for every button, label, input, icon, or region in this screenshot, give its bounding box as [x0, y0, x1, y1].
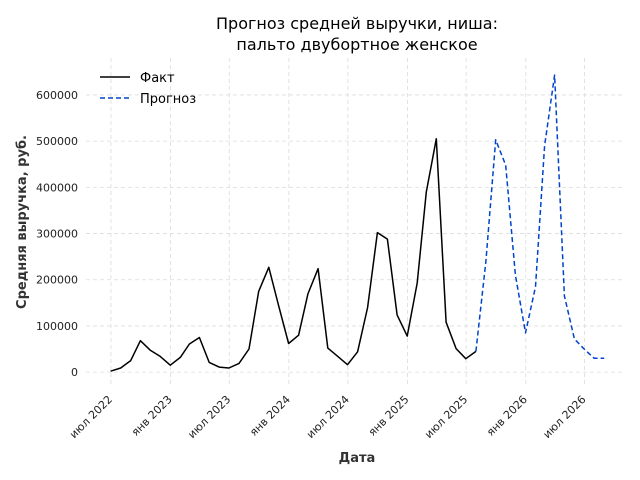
- chart-title-line-2: пальто двубортное женское: [236, 35, 477, 54]
- series-line-0: [110, 138, 477, 372]
- y-tick-label-2: 200000: [36, 274, 78, 287]
- x-tick-label-1: янв 2023: [129, 393, 175, 439]
- series-line-1: [475, 74, 605, 360]
- x-tick-label-8: июл 2026: [541, 393, 589, 441]
- y-tick-label-6: 600000: [36, 89, 78, 102]
- x-tick-label-0: июл 2022: [67, 393, 115, 441]
- y-axis-label: Средняя выручка, руб.: [15, 135, 30, 309]
- legend-label-fact: Факт: [140, 71, 175, 86]
- y-tick-label-4: 400000: [36, 181, 78, 194]
- y-tick-label-1: 100000: [36, 320, 78, 333]
- x-tick-label-7: янв 2026: [484, 393, 530, 439]
- x-tick-label-2: июл 2023: [185, 393, 233, 441]
- chart-title-line-1: Прогноз средней выручки, ниша:: [216, 14, 498, 33]
- y-tick-label-0: 0: [71, 366, 78, 379]
- x-tick-label-6: июл 2025: [422, 393, 470, 441]
- y-tick-label-5: 500000: [36, 135, 78, 148]
- x-axis-ticks: июл 2022 янв 2023 июл 2023 янв 2024 июл 2024…: [67, 393, 589, 441]
- x-tick-label-5: янв 2025: [366, 393, 412, 439]
- y-tick-label-3: 300000: [36, 228, 78, 241]
- legend-label-forecast: Прогноз: [140, 92, 196, 107]
- grid: [86, 58, 624, 386]
- x-tick-label-4: июл 2024: [304, 393, 352, 441]
- legend: Факт Прогноз: [100, 71, 196, 107]
- y-axis-ticks: 0 100000 200000 300000 400000 500000 600000: [36, 89, 78, 379]
- series-layer: [110, 74, 605, 372]
- x-tick-label-3: янв 2024: [247, 393, 293, 439]
- x-axis-label: Дата: [339, 451, 376, 466]
